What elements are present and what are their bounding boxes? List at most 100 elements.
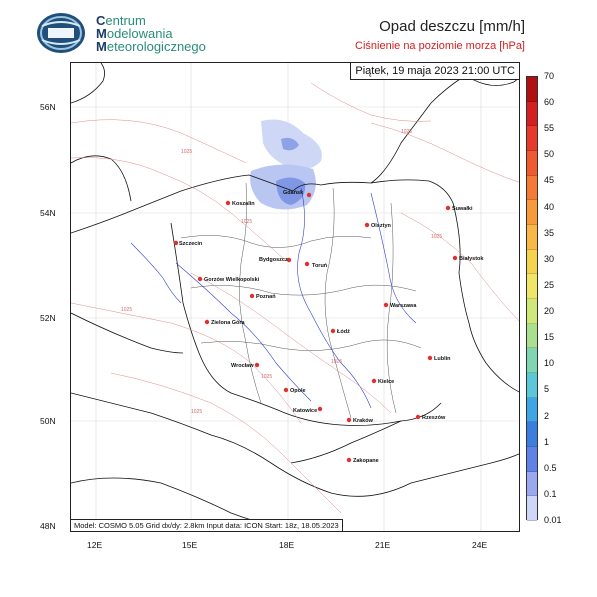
cities: Gdańsk Koszalin Szczecin Suwałki Olsztyn…: [173, 190, 484, 464]
cmm-logo-icon: [37, 13, 85, 53]
colorbar-segment: [527, 373, 537, 398]
colorbar-label: 0.5: [544, 462, 557, 473]
city-marker: Bydgoszcz: [259, 257, 292, 263]
isobar-label: 1025: [191, 409, 202, 415]
region-borders: [180, 182, 422, 419]
colorbar-segment: [527, 299, 537, 324]
city-marker: Gorzów Wielkopolski: [197, 276, 260, 283]
colorbar-segment: [527, 447, 537, 472]
colorbar-segment: [527, 200, 537, 225]
svg-text:Gdańsk: Gdańsk: [283, 190, 304, 196]
city-marker: Opole: [283, 387, 306, 394]
colorbar-segment: [527, 126, 537, 151]
colorbar-segment: [527, 151, 537, 176]
city-marker: Rzeszów: [415, 414, 446, 421]
isobar-label: 1025: [241, 219, 252, 225]
valid-time-label: Piątek, 19 maja 2023 21:00 UTC: [350, 63, 519, 80]
colorbar-label: 50: [544, 149, 555, 160]
city-marker: Olsztyn: [364, 222, 392, 229]
colorbar-segment: [527, 471, 537, 497]
svg-text:Rzeszów: Rzeszów: [422, 415, 446, 421]
svg-text:Kraków: Kraków: [353, 418, 374, 424]
rivers: [130, 187, 417, 409]
map-title: Opad deszczu [mm/h]: [379, 18, 525, 35]
colorbar-label: 35: [544, 227, 555, 238]
colorbar-label: 15: [544, 332, 555, 343]
city-marker: Suwałki: [445, 205, 473, 212]
lon-tick: 15E: [182, 540, 198, 550]
svg-text:Kielce: Kielce: [378, 379, 394, 385]
city-marker: Kielce: [371, 378, 394, 385]
city-marker: Szczecin: [173, 240, 203, 247]
map-subtitle: Ciśnienie na poziomie morza [hPa]: [355, 40, 525, 52]
city-marker: Toruń: [304, 261, 328, 269]
city-marker: Kraków: [346, 417, 374, 424]
svg-text:Poznań: Poznań: [256, 294, 276, 300]
colorbar-label: 5: [544, 384, 550, 395]
city-marker: Wrocław: [231, 362, 260, 369]
colorbar-segment: [527, 348, 537, 373]
svg-text:Bydgoszcz: Bydgoszcz: [259, 257, 288, 263]
svg-text:Wrocław: Wrocław: [231, 363, 254, 369]
isobar-label: 1025: [431, 234, 442, 240]
lon-tick: 24E: [472, 540, 488, 550]
svg-text:Toruń: Toruń: [312, 263, 328, 269]
isobar-labels: 1025 1025 1025 1025 1025 1025 1025 1025: [121, 129, 442, 415]
svg-text:Łódź: Łódź: [337, 329, 350, 335]
colorbar-label: 60: [544, 97, 555, 108]
colorbar-label: 20: [544, 306, 555, 317]
colorbar-label: 2: [544, 410, 550, 421]
city-marker: Gdańsk: [283, 190, 312, 198]
precipitation-colorbar: [526, 76, 538, 521]
isobar-label: 1025: [121, 307, 132, 313]
colorbar-segment: [527, 77, 537, 102]
city-marker: Poznań: [249, 293, 276, 300]
colorbar-segment: [527, 323, 537, 349]
colorbar-label: 70: [544, 71, 555, 81]
isobar-label: 1025: [401, 129, 412, 135]
city-marker: Zakopane: [346, 457, 379, 464]
lat-tick: 56N: [40, 102, 56, 112]
isobar-label: 1025: [181, 149, 192, 155]
precipitation-area: [250, 119, 322, 210]
svg-text:Lublin: Lublin: [434, 356, 451, 362]
colorbar-label: 30: [544, 253, 555, 264]
city-marker: Zielona Góra: [204, 319, 246, 326]
lat-tick: 50N: [40, 416, 56, 426]
svg-text:Katowice: Katowice: [293, 408, 317, 414]
city-marker: Białystok: [452, 255, 484, 262]
lon-tick: 18E: [279, 540, 295, 550]
city-marker: Łódź: [330, 328, 350, 335]
model-info-label: Model: COSMO 5.05 Grid dx/dy: 2.8km Inpu…: [71, 519, 343, 531]
colorbar-label: 25: [544, 279, 555, 290]
colorbar-segment: [527, 175, 537, 201]
svg-text:Opole: Opole: [290, 388, 306, 394]
isobars: [71, 82, 519, 514]
svg-text:Gorzów Wielkopolski: Gorzów Wielkopolski: [204, 277, 260, 283]
colorbar-label: 10: [544, 358, 555, 369]
svg-text:Szczecin: Szczecin: [179, 241, 203, 247]
organization-name: Centrum Modelowania Meteorologicznego: [96, 13, 206, 54]
svg-text:Olsztyn: Olsztyn: [371, 223, 392, 229]
colorbar-label: 0.01: [544, 515, 562, 525]
lat-tick: 52N: [40, 313, 56, 323]
isobar-label: 1025: [261, 374, 272, 380]
svg-text:Warszawa: Warszawa: [390, 303, 417, 309]
colorbar-segment: [527, 397, 537, 423]
colorbar-segment: [527, 274, 537, 299]
svg-text:Białystok: Białystok: [459, 256, 484, 262]
city-marker: Katowice: [293, 406, 323, 414]
forecast-map: 1025 1025 1025 1025 1025 1025 1025 1025 …: [70, 62, 520, 532]
colorbar-label: 55: [544, 123, 555, 134]
lon-tick: 12E: [87, 540, 103, 550]
map-canvas: 1025 1025 1025 1025 1025 1025 1025 1025 …: [71, 63, 519, 531]
colorbar-label: 40: [544, 201, 555, 212]
svg-text:Zielona Góra: Zielona Góra: [211, 320, 246, 326]
svg-text:Suwałki: Suwałki: [452, 206, 473, 212]
lat-tick: 54N: [40, 208, 56, 218]
lon-tick: 21E: [375, 540, 391, 550]
lat-tick: 48N: [40, 521, 56, 531]
city-marker: Lublin: [427, 355, 451, 362]
city-marker: Koszalin: [225, 200, 255, 207]
colorbar-label: 45: [544, 175, 555, 186]
